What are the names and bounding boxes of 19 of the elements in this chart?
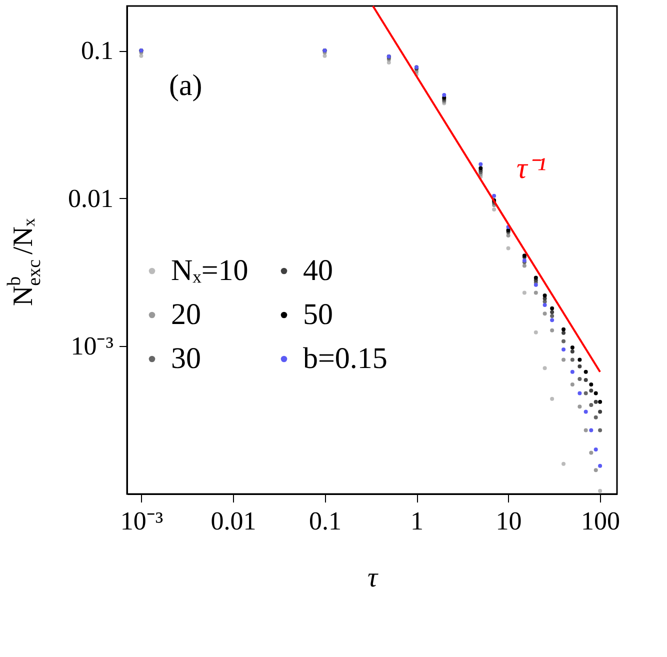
x-axis-title: τ [367,562,378,594]
legend-label: 30 [171,342,201,375]
x-tick-label: 100 [581,506,620,536]
x-tick-label: 10⁻³ [120,506,164,536]
legend-label: b=0.15 [303,342,388,375]
legend-label: 50 [303,298,333,331]
x-tick-label: 1 [410,506,424,536]
annotation: (a) [169,69,202,102]
series-label: τ⁻¹ [516,152,546,185]
x-tick-label: 10 [496,506,522,536]
legend-label: 40 [303,254,333,287]
legend-label: Nₓ=10 [171,254,248,287]
legend-label: 20 [171,298,201,331]
y-tick-label: 0.01 [68,184,114,213]
y-tick-label: 0.1 [81,36,114,65]
y-axis-title: Nbexc/Nₓ [4,217,45,306]
x-tick-label: 0.01 [210,506,256,536]
x-tick-label: 0.1 [309,506,342,536]
y-tick-label: 10⁻³ [70,332,114,361]
